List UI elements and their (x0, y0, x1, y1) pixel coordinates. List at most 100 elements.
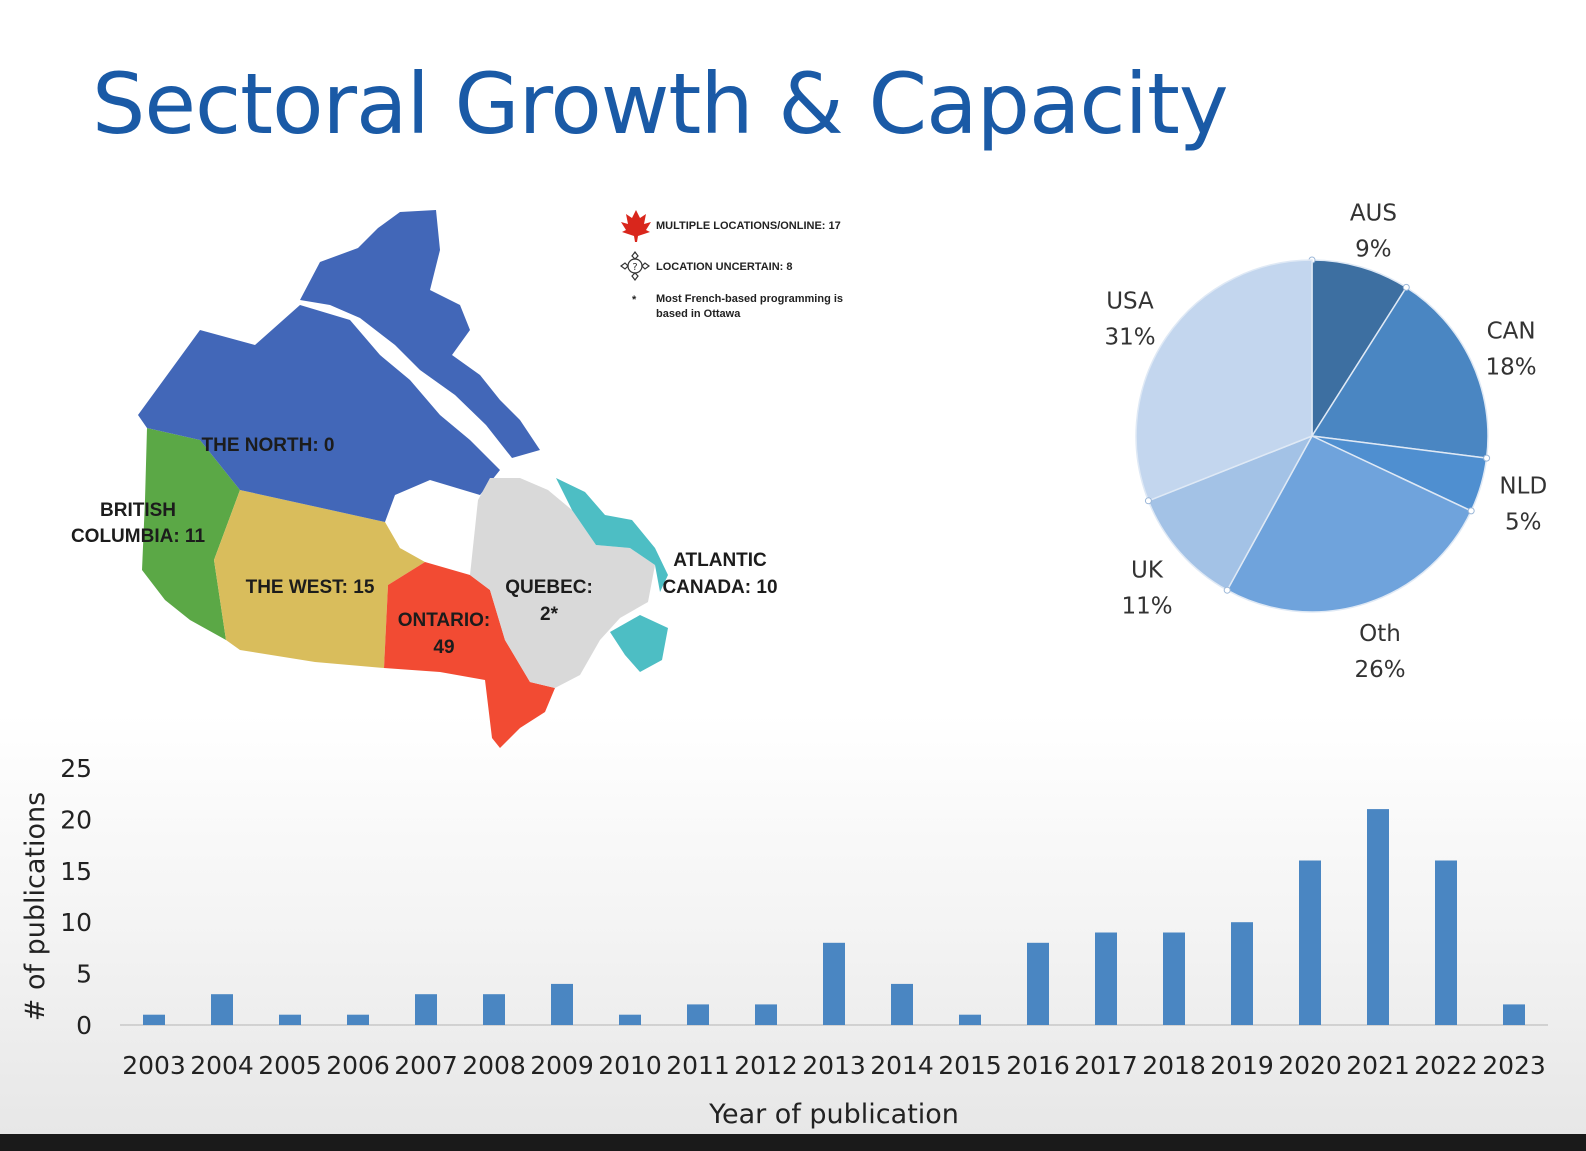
pie-slice-marker (1223, 586, 1231, 594)
region-ontario (384, 562, 555, 748)
x-tick-label-2005: 2005 (258, 1051, 322, 1080)
y-tick-label: 15 (60, 857, 92, 886)
pie-label-usa: USA (1106, 288, 1154, 314)
pie-slice-marker (1402, 283, 1410, 291)
x-tick-label-2011: 2011 (666, 1051, 730, 1080)
bar-2015 (959, 1014, 981, 1025)
x-tick-label-2009: 2009 (530, 1051, 594, 1080)
pie-slice-usa (1135, 259, 1313, 502)
bar-2022 (1435, 860, 1457, 1025)
x-tick-label-2023: 2023 (1482, 1051, 1546, 1080)
legend-note-line2: based in Ottawa (656, 308, 741, 320)
legend-location-uncertain: LOCATION UNCERTAIN: 8 (656, 261, 792, 273)
bar-2023 (1503, 1004, 1525, 1025)
x-tick-label-2008: 2008 (462, 1051, 526, 1080)
y-tick-label: 0 (76, 1011, 92, 1040)
bar-2009 (551, 983, 573, 1025)
pie-slice-marker (1483, 454, 1491, 462)
label-quebec-line1: QUEBEC: (505, 577, 593, 598)
pie-label-nld: NLD (1499, 473, 1547, 499)
pie-slice-uk (1147, 434, 1314, 592)
bar-2005 (279, 1014, 301, 1025)
label-the-north: THE NORTH: 0 (202, 435, 335, 456)
legend-note-line1: Most French-based programming is (656, 293, 843, 305)
hudson-bay (386, 482, 478, 565)
bar-2017 (1095, 932, 1117, 1025)
publications-bar-chart: # of publications Year of publication 0 5… (20, 754, 1548, 1130)
region-the-west (214, 490, 425, 668)
svg-text:?: ? (632, 262, 637, 273)
x-tick-label-2020: 2020 (1278, 1051, 1342, 1080)
arctic-islands (300, 210, 540, 458)
label-bc-line2: COLUMBIA: 11 (71, 526, 206, 547)
bar-2003 (143, 1014, 165, 1025)
bar-2016 (1027, 942, 1049, 1025)
label-ontario-line1: ONTARIO: (398, 610, 491, 631)
question-compass-icon: ? (620, 251, 650, 281)
y-axis-title: # of publications (20, 792, 51, 1021)
pie-label-aus: AUS (1350, 201, 1397, 227)
region-british-columbia (142, 428, 240, 640)
x-tick-label-2013: 2013 (802, 1051, 866, 1080)
x-tick-label-2017: 2017 (1074, 1051, 1138, 1080)
x-tick-label-2004: 2004 (190, 1051, 254, 1080)
maple-leaf-icon (621, 210, 651, 242)
bar-2018 (1163, 932, 1185, 1025)
bar-2021 (1367, 809, 1389, 1025)
pie-percent-usa: 31% (1104, 324, 1155, 350)
label-ontario-line2: 49 (433, 637, 454, 658)
pie-percent-nld: 5% (1505, 509, 1542, 535)
bar-2006 (347, 1014, 369, 1025)
pie-percent-can: 18% (1486, 354, 1537, 380)
x-tick-label-2019: 2019 (1210, 1051, 1274, 1080)
pie-percent-uk: 11% (1121, 594, 1172, 620)
pie-label-oth: Oth (1359, 621, 1401, 647)
x-tick-label-2003: 2003 (122, 1051, 186, 1080)
x-tick-label-2007: 2007 (394, 1051, 458, 1080)
map-legend: MULTIPLE LOCATIONS/ONLINE: 17 ? LOCATION… (620, 210, 843, 320)
bar-2004 (211, 994, 233, 1025)
pie-percent-aus: 9% (1355, 237, 1392, 263)
legend-note-marker: * (632, 294, 637, 306)
pie-label-uk: UK (1131, 558, 1164, 584)
x-tick-label-2015: 2015 (938, 1051, 1002, 1080)
bar-2012 (755, 1004, 777, 1025)
pie-label-can: CAN (1487, 318, 1536, 344)
y-tick-label: 20 (60, 805, 92, 834)
bottom-bar (0, 1134, 1586, 1151)
x-tick-label-2006: 2006 (326, 1051, 390, 1080)
x-tick-label-2022: 2022 (1414, 1051, 1478, 1080)
pie-slice-marker (1467, 507, 1475, 515)
bar-2007 (415, 994, 437, 1025)
region-atlantic-maritimes (610, 615, 668, 672)
x-tick-label-2012: 2012 (734, 1051, 798, 1080)
legend-multiple-locations: MULTIPLE LOCATIONS/ONLINE: 17 (656, 220, 841, 232)
bar-2014 (891, 983, 913, 1025)
label-atlantic-line2: CANADA: 10 (662, 577, 777, 598)
pie-slice-marker (1144, 497, 1152, 505)
bar-2020 (1299, 860, 1321, 1025)
bar-2008 (483, 994, 505, 1025)
x-tick-label-2018: 2018 (1142, 1051, 1206, 1080)
bar-2013 (823, 942, 845, 1025)
label-the-west: THE WEST: 15 (246, 577, 375, 598)
x-tick-label-2016: 2016 (1006, 1051, 1070, 1080)
region-quebec (470, 478, 655, 688)
region-atlantic-canada (556, 478, 668, 592)
y-tick-label: 25 (60, 754, 92, 783)
region-the-north (138, 305, 500, 522)
canada-map: THE NORTH: 0 BRITISH COLUMBIA: 11 THE WE… (71, 210, 778, 748)
x-axis-title: Year of publication (708, 1099, 959, 1130)
label-quebec-line2: 2* (540, 604, 559, 625)
pie-slice-can (1310, 286, 1489, 459)
bar-2011 (687, 1004, 709, 1025)
x-tick-label-2014: 2014 (870, 1051, 934, 1080)
bar-2019 (1231, 922, 1253, 1025)
country-pie-chart: AUS 9% CAN 18% NLD 5% Oth 26% UK 11% USA 31% (1104, 201, 1547, 684)
x-tick-label-2010: 2010 (598, 1051, 662, 1080)
bar-2010 (619, 1014, 641, 1025)
y-tick-label: 5 (76, 960, 92, 989)
label-bc-line1: BRITISH (100, 500, 176, 521)
slide-title: Sectoral Growth & Capacity (92, 55, 1229, 153)
